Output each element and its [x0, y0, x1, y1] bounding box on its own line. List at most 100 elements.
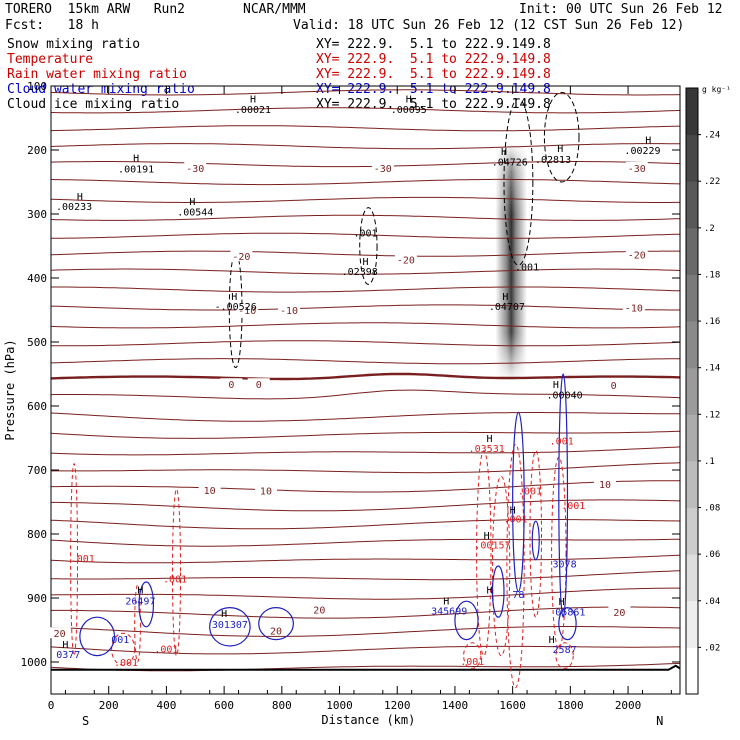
- maximum-label: .001: [561, 501, 585, 512]
- colorbar-tick-label: .02: [704, 643, 720, 653]
- cloud-water-contour: [491, 565, 505, 618]
- colorbar-segment: [686, 321, 698, 369]
- maximum-label: .00095: [391, 105, 427, 116]
- maximum-label: 0377: [56, 650, 80, 661]
- isotherm-line: [50, 446, 681, 456]
- isotherm-line: [51, 480, 680, 493]
- cloud-water-contour: [512, 411, 525, 593]
- isotherm-line: [50, 519, 681, 530]
- y-tick-label: 500: [27, 336, 47, 349]
- temperature-label-bg: [198, 483, 221, 495]
- temperature-label: 0: [611, 381, 617, 392]
- h-marker: H: [502, 292, 508, 303]
- colorbar-segment: [686, 554, 698, 602]
- rain-contour: [70, 463, 79, 657]
- isotherm-line: [50, 372, 681, 381]
- maximum-label: 05861: [555, 607, 585, 618]
- colorbar-segment: [686, 134, 698, 182]
- h-marker: H: [501, 147, 507, 158]
- maximum-label: .001: [154, 644, 178, 655]
- temperature-label-bg: [602, 378, 625, 390]
- cloud-water-contour: [558, 606, 577, 641]
- colorbar-tick-label: .24: [704, 131, 720, 141]
- h-marker: H: [443, 596, 449, 607]
- y-tick-label: 900: [27, 592, 47, 605]
- maximum-label: 26497: [125, 596, 155, 607]
- maximum-label: .00544: [177, 207, 213, 218]
- x-tick-label: 0: [48, 699, 55, 712]
- isotherm-line: [50, 250, 680, 257]
- y-tick-label: 800: [27, 528, 47, 541]
- temperature-label-bg: [278, 304, 301, 315]
- colorbar-tick-label: .18: [704, 270, 720, 280]
- isotherm-line: [50, 161, 681, 168]
- temperature-label: 20: [313, 606, 325, 617]
- temperature-label-bg: [265, 624, 288, 636]
- maximum-label: -.00526: [215, 302, 257, 313]
- x-tick-label: 2000: [615, 699, 642, 712]
- temperature-label-bg: [371, 161, 394, 173]
- rain-contour: [555, 642, 574, 669]
- maximum-label: 301307: [212, 620, 248, 631]
- center-title: NCAR/MMM: [243, 2, 306, 17]
- isotherm-line: [50, 645, 680, 655]
- isotherm-line: [50, 430, 681, 439]
- colorbar-segment: [686, 600, 698, 648]
- h-marker: H: [406, 95, 412, 106]
- y-tick-label: 300: [27, 208, 47, 221]
- maximum-label: .00021: [235, 105, 271, 116]
- temperature-label-bg: [236, 304, 259, 315]
- h-marker: H: [510, 506, 516, 517]
- field-xy: XY= 222.9. 5.1 to 222.9.149.8: [316, 52, 551, 67]
- temperature-label-bg: [247, 378, 270, 390]
- maximum-label: .04707: [489, 302, 525, 313]
- isotherm-line: [51, 462, 681, 474]
- temperature-label-bg: [230, 250, 253, 262]
- cloud-water-contour: [258, 606, 294, 641]
- isotherm-line: [51, 606, 681, 619]
- cloud-water-contour: [79, 616, 116, 657]
- isotherm-line: [50, 304, 680, 311]
- rain-contour: [134, 584, 141, 663]
- isotherm-line: [50, 89, 681, 96]
- cloud-water-contour: [138, 581, 155, 628]
- temperature-label: 20: [54, 629, 66, 640]
- h-marker: H: [250, 95, 256, 106]
- field-name: Rain water mixing ratio: [7, 67, 188, 82]
- x-tick-label: 400: [156, 699, 176, 712]
- h-marker: H: [559, 597, 565, 608]
- temperature-label-bg: [394, 253, 417, 265]
- isotherm-line: [50, 125, 681, 132]
- maximum-label: .03531: [469, 444, 505, 455]
- terrain-line: [51, 664, 681, 671]
- x-tick-label: 1400: [442, 699, 469, 712]
- x-tick-label: 200: [99, 699, 119, 712]
- temperature-label: -20: [628, 250, 646, 261]
- maximum-label: .00157: [474, 541, 510, 552]
- h-marker: H: [487, 434, 493, 445]
- isotherm-line: [50, 143, 681, 150]
- temperature-label: -20: [397, 255, 415, 266]
- maximum-label: .001: [550, 436, 574, 447]
- maximum-label: 78: [512, 590, 524, 601]
- temperature-label-bg: [625, 248, 648, 260]
- h-marker: H: [362, 257, 368, 268]
- colorbar-tick-label: .12: [704, 410, 720, 420]
- temperature-label-bg: [220, 378, 243, 390]
- ice-contour: [359, 207, 378, 285]
- temperature-label: -20: [232, 252, 250, 263]
- maximum-label: 001: [111, 635, 129, 646]
- colorbar-tick-label: .08: [704, 504, 720, 514]
- maximum-label: .00191: [118, 164, 154, 175]
- colorbar-segment: [686, 507, 698, 555]
- cloud-water-contour: [209, 606, 251, 647]
- isotherm-line: [50, 178, 681, 186]
- maximum-label: .00233: [56, 202, 92, 213]
- ice-contour: [503, 98, 534, 266]
- field-name: Snow mixing ratio: [7, 37, 141, 52]
- temperature-label: -10: [280, 306, 298, 317]
- h-marker: H: [77, 192, 83, 203]
- x-tick-label: 600: [214, 699, 234, 712]
- maximum-label: .02398: [342, 267, 378, 278]
- field-xy: XY= 222.9. 5.1 to 222.9.149.8: [316, 37, 551, 52]
